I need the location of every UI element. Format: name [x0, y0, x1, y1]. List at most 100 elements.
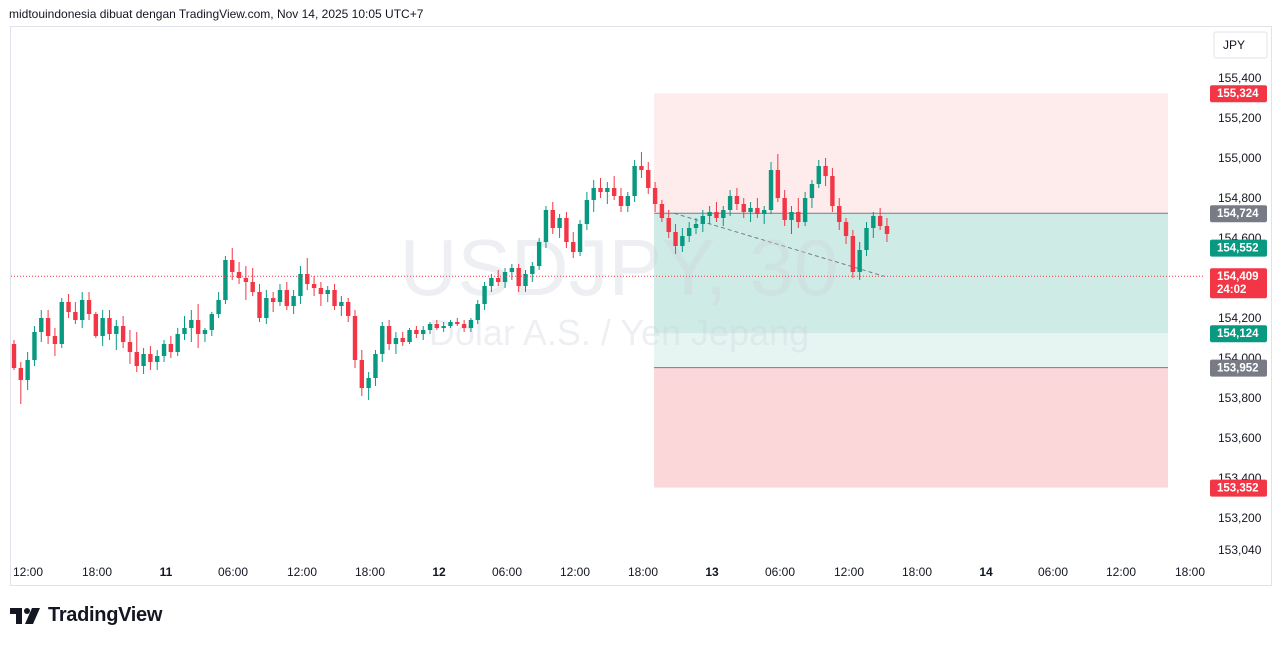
- candle-body: [571, 242, 576, 252]
- candle-body: [734, 196, 740, 204]
- candle: [871, 212, 876, 238]
- price-badge: 153,352: [1210, 479, 1267, 497]
- candle: [332, 284, 337, 310]
- candle: [243, 266, 249, 300]
- candle: [598, 178, 603, 198]
- price-tick-label: 155,000: [1218, 151, 1262, 165]
- candle: [611, 176, 617, 200]
- candle: [318, 282, 324, 306]
- time-axis: 12:00 18:00 11 06:00 12:00 18:00 12 06:00 12:00 1…: [13, 565, 1205, 579]
- candle-body: [530, 266, 535, 274]
- candle-body: [850, 236, 856, 272]
- price-badge: 154,552: [1210, 239, 1267, 257]
- currency-button[interactable]: JPY: [1213, 31, 1268, 59]
- candle-body: [816, 166, 821, 184]
- candle-body: [189, 320, 194, 328]
- candle-body: [475, 304, 480, 320]
- candle: [168, 336, 174, 358]
- candle: [727, 190, 733, 216]
- candle: [530, 262, 535, 282]
- candle: [250, 268, 255, 296]
- candle-body: [18, 368, 24, 380]
- chart-header: midtouindonesia dibuat dengan TradingVie…: [9, 7, 424, 21]
- candle: [652, 182, 658, 212]
- price-tick-label: 154,800: [1218, 191, 1262, 205]
- stop-zone-lower: [654, 367, 1168, 488]
- candle: [496, 270, 501, 286]
- candle: [45, 310, 51, 344]
- candle: [625, 192, 630, 212]
- candle: [366, 372, 371, 400]
- candle-body: [680, 236, 685, 246]
- candle-body: [311, 284, 317, 288]
- candle-body: [345, 302, 351, 316]
- candle-body: [625, 196, 630, 206]
- candle-body: [127, 342, 133, 352]
- candle: [680, 228, 685, 252]
- candle: [475, 300, 480, 324]
- time-tick-label: 11: [160, 565, 173, 579]
- candle: [39, 310, 44, 342]
- candle: [107, 310, 112, 340]
- candle: [782, 190, 787, 226]
- candle-body: [32, 332, 37, 360]
- candle: [93, 312, 99, 338]
- price-badge: 154,124: [1210, 325, 1267, 343]
- price-tick-label: 153,200: [1218, 511, 1262, 525]
- candle-body: [802, 198, 808, 222]
- candle: [618, 188, 624, 212]
- price-tick-label: 153,600: [1218, 431, 1262, 445]
- candle-body: [352, 316, 358, 360]
- candle: [564, 212, 569, 248]
- price-badge-text: 154,552: [1217, 243, 1259, 255]
- candle: [236, 262, 242, 284]
- candle-body: [257, 292, 262, 318]
- candle-body: [536, 242, 542, 266]
- candle: [80, 292, 85, 328]
- price-badge-bg: [1210, 85, 1267, 103]
- candle-body: [837, 206, 842, 222]
- time-tick-label: 12:00: [287, 565, 317, 579]
- candle-body: [414, 330, 419, 334]
- candle-body: [305, 274, 310, 284]
- candle: [359, 350, 365, 396]
- price-badge-text: 155,324: [1217, 88, 1259, 100]
- candle-body: [209, 314, 214, 330]
- target-zone-upper: [654, 213, 1168, 248]
- candle: [762, 206, 767, 224]
- candle-body: [120, 326, 126, 342]
- price-tick-label: 155,200: [1218, 111, 1262, 125]
- candle: [816, 160, 821, 188]
- time-tick-label: 18:00: [355, 565, 385, 579]
- candle-body: [871, 216, 876, 228]
- candle: [66, 294, 71, 318]
- tradingview-logo[interactable]: TradingView: [10, 604, 162, 627]
- candle-body: [639, 166, 644, 170]
- candle: [270, 292, 276, 312]
- candle-body: [523, 274, 528, 286]
- candle-body: [45, 318, 51, 336]
- candle: [120, 316, 126, 348]
- candle: [543, 206, 549, 248]
- price-badge-bg: [1210, 325, 1267, 343]
- candle: [741, 198, 746, 218]
- candle: [584, 192, 590, 230]
- tradingview-logo-icon: [10, 607, 40, 624]
- candle-body: [434, 324, 440, 328]
- candle: [230, 248, 235, 280]
- price-badges: 155,324154,724154,552154,372154,124153,9…: [1210, 85, 1267, 497]
- candle-body: [421, 330, 426, 334]
- candlestick-chart[interactable]: USDJPY, 30 Dolar A.S. / Yen Jepang 155,4…: [11, 27, 1271, 585]
- candle-body: [468, 320, 474, 328]
- candle: [461, 320, 467, 332]
- candle-body: [52, 336, 58, 344]
- candle-body: [516, 268, 521, 286]
- candle-body: [884, 226, 890, 234]
- candle-body: [796, 212, 801, 222]
- candle-body: [155, 356, 160, 362]
- candle: [632, 160, 637, 202]
- candle: [850, 230, 856, 278]
- chart-frame[interactable]: USDJPY, 30 Dolar A.S. / Yen Jepang 155,4…: [10, 26, 1272, 586]
- candle-body: [427, 324, 433, 330]
- candle: [264, 290, 269, 324]
